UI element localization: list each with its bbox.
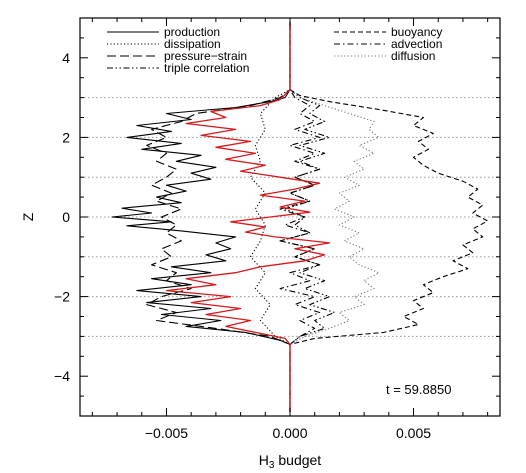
- y-tick-label-3: 2: [62, 129, 70, 145]
- y-tick-label-1: −2: [54, 289, 70, 305]
- legend-label-dissipation: dissipation: [164, 37, 221, 51]
- series-advection-line: [279, 22, 321, 412]
- legend: productiondissipationpressure−straintrip…: [107, 25, 442, 75]
- x-axis-label-subscript: 3: [269, 460, 275, 471]
- series-lines: [111, 22, 489, 412]
- series-production-line: [111, 22, 291, 412]
- legend-label-triple-correlation: triple correlation: [164, 61, 249, 75]
- series-diffusion-line: [289, 22, 380, 412]
- x-axis-label: H3 budget: [259, 452, 322, 471]
- legend-label-pressure-strain: pressure−strain: [164, 49, 247, 63]
- time-annotation: t = 59.8850: [386, 382, 451, 397]
- legend-label-advection: advection: [391, 37, 442, 51]
- legend-label-production: production: [164, 25, 220, 39]
- x-tick-label-0: −0.005: [145, 425, 188, 441]
- y-tick-label-4: 4: [62, 50, 70, 66]
- legend-label-buoyancy: buoyancy: [391, 25, 442, 39]
- x-tick-label-2: 0.005: [396, 425, 431, 441]
- axis-ticks: −0.005 0.000 0.005 −4 −2 0 2 4: [54, 17, 500, 441]
- y-tick-label-0: −4: [54, 368, 70, 384]
- series-total-line: [165, 22, 331, 412]
- x-tick-label-1: 0.000: [272, 425, 307, 441]
- x-axis-label-rest: budget: [274, 452, 321, 468]
- y-tick-label-2: 0: [62, 209, 70, 225]
- series-pressure-strain-line: [146, 22, 291, 412]
- legend-label-diffusion: diffusion: [391, 49, 435, 63]
- reference-lines: [80, 97, 500, 337]
- y-axis-label: Z: [20, 212, 36, 221]
- series-buoyancy-line: [289, 22, 489, 412]
- series-dissipation-line: [249, 22, 291, 412]
